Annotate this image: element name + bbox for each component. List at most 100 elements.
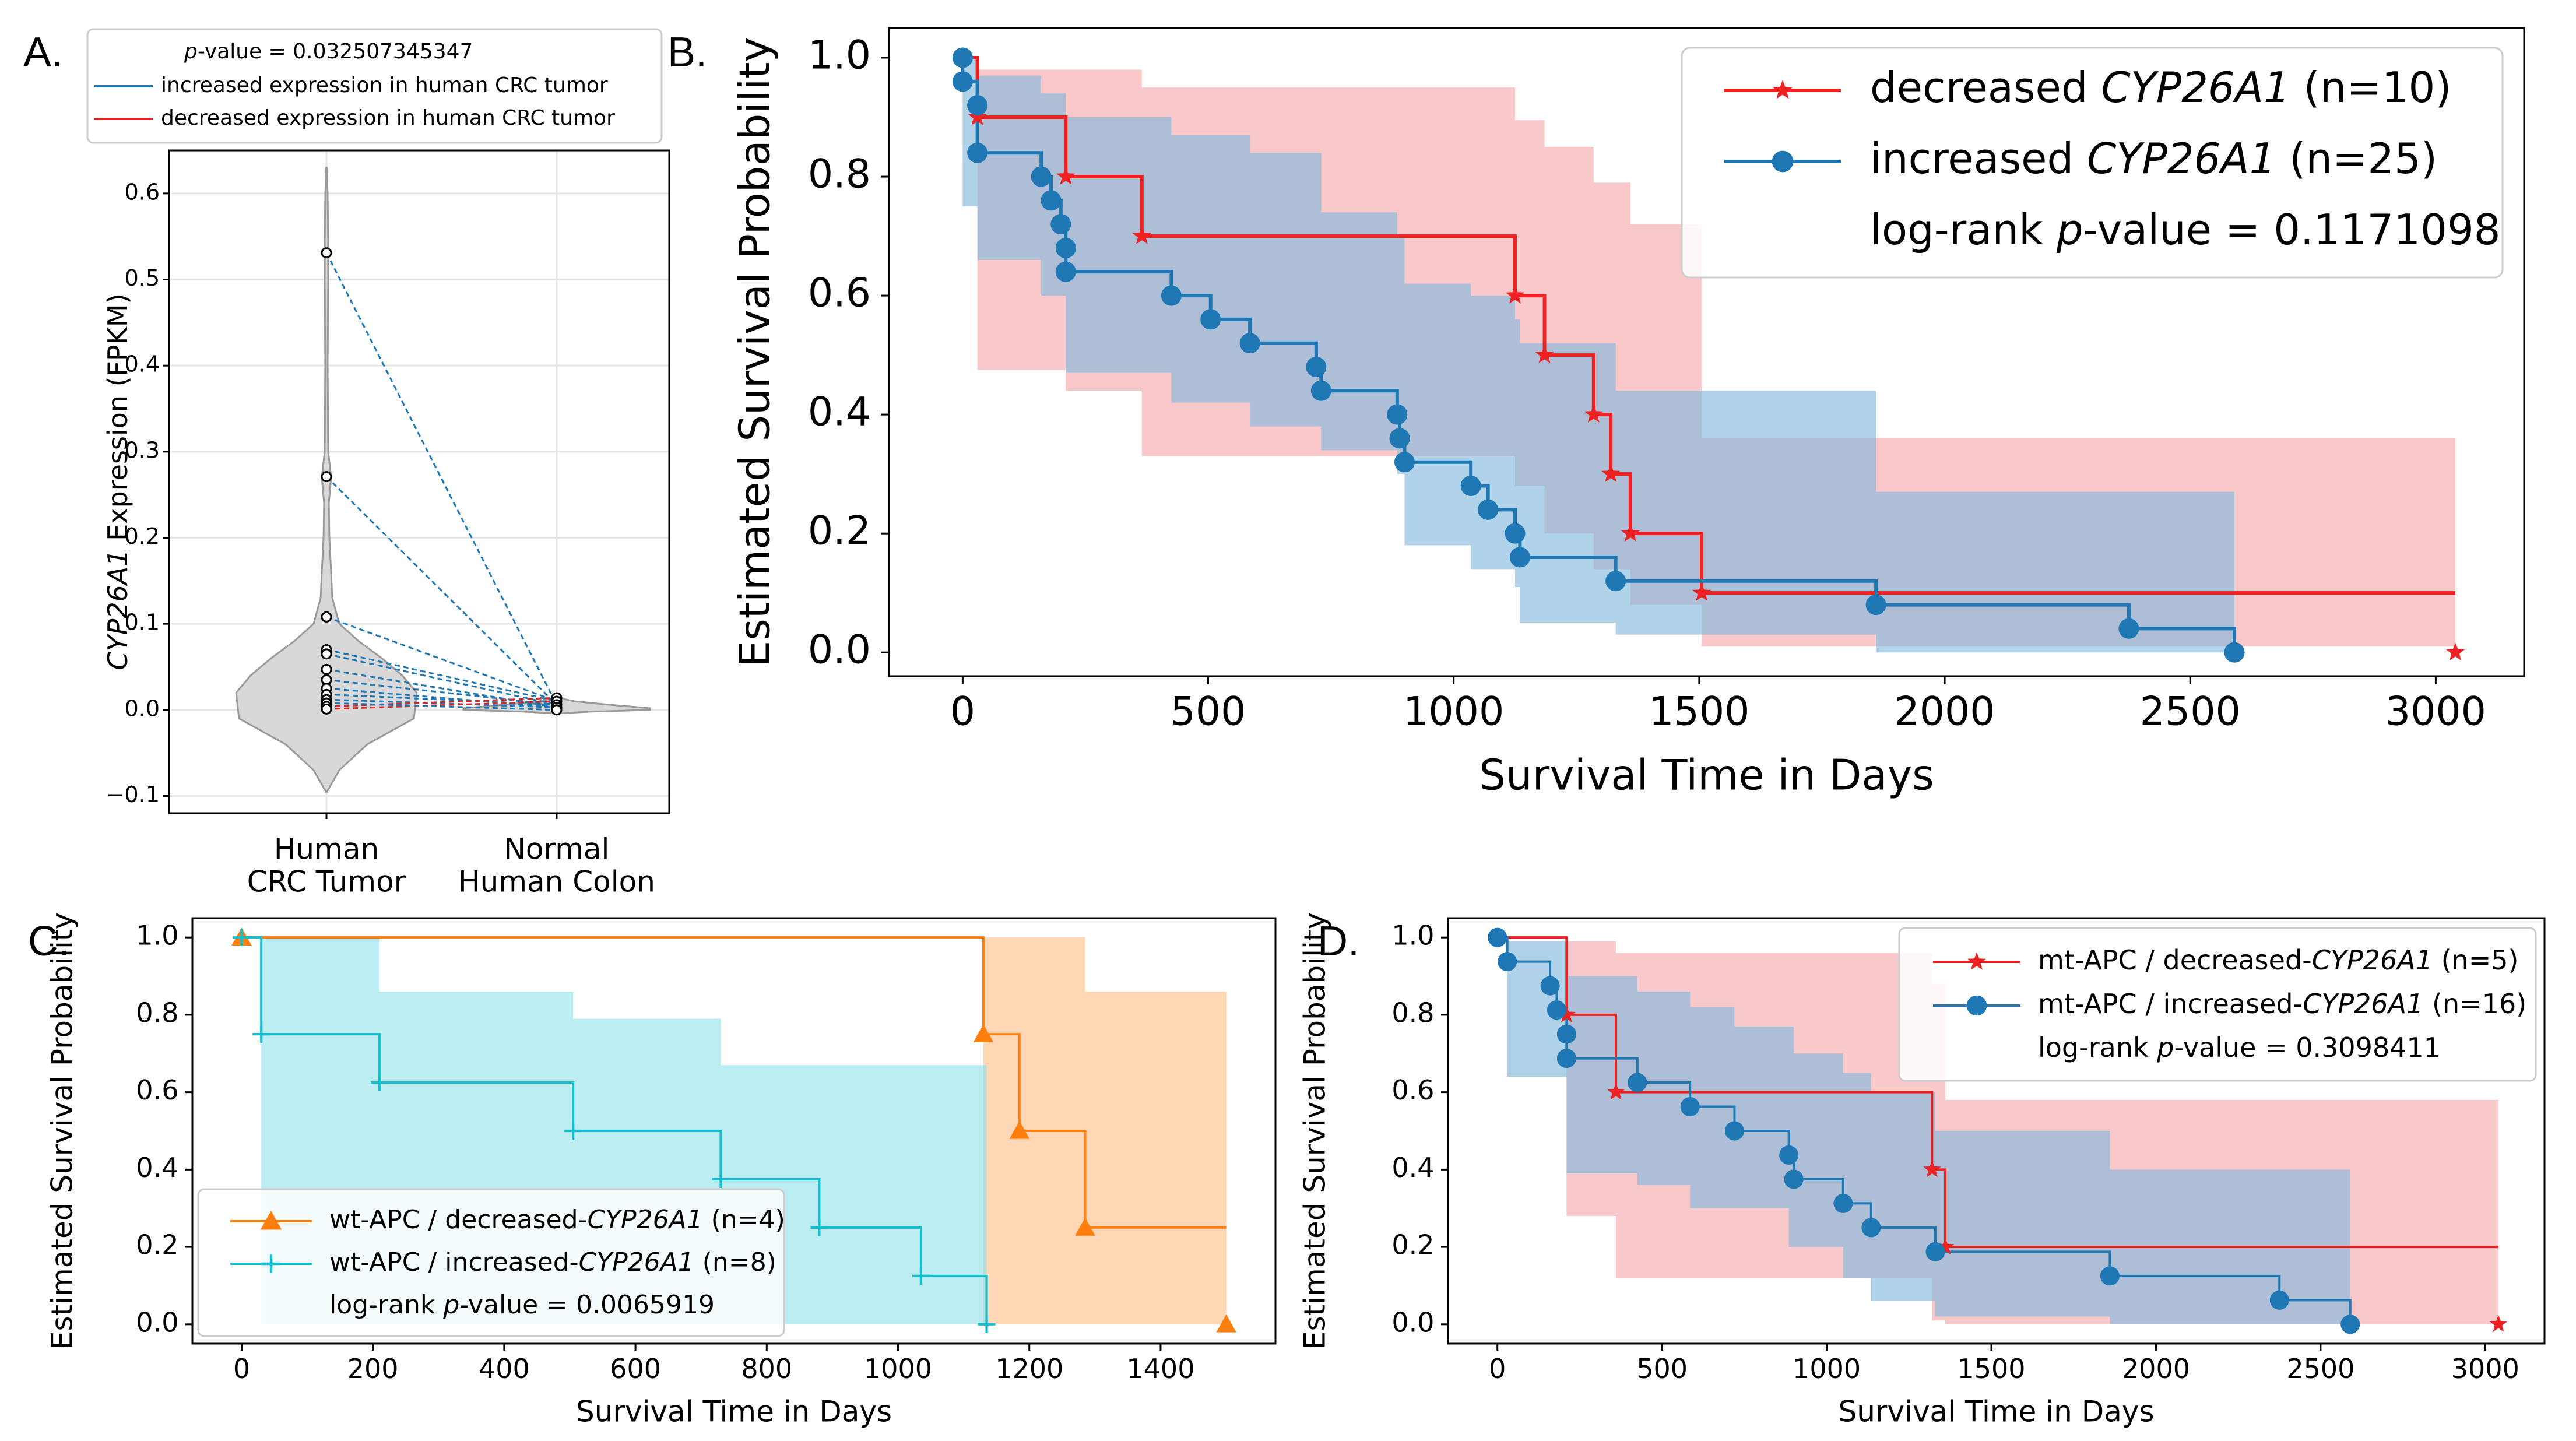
- survival-marker: [1041, 190, 1062, 211]
- x-tick-label: 3000: [2451, 1353, 2519, 1384]
- survival-marker: [1923, 1160, 1941, 1178]
- legend-logrank-part: -value = 0.1171098: [2083, 205, 2500, 254]
- legend-marker: [1772, 150, 1794, 173]
- x-tick-label: Human Colon: [458, 865, 655, 899]
- normal-point: [551, 704, 563, 716]
- x-tick-label: 1400: [1126, 1353, 1194, 1384]
- y-tick-label: 0.8: [136, 997, 178, 1028]
- legend-label-0-part: (n=4): [703, 1205, 785, 1235]
- paired-line: [326, 679, 557, 706]
- y-tick-label: 0.4: [808, 389, 871, 435]
- survival-marker: [1865, 595, 1886, 616]
- survival-marker: [1558, 1005, 1576, 1022]
- panel-letter-D: D.: [1317, 918, 1359, 965]
- x-tick-label: 0: [1489, 1353, 1506, 1384]
- survival-marker: [2118, 618, 2139, 639]
- legend-box: [1681, 47, 2504, 279]
- km-panel-B: 0 500 1000 1500 2000 2500 3000 0.0 0.2 0.4 0.6 0.8 1…: [730, 27, 2525, 800]
- survival-marker: [978, 1315, 996, 1333]
- survival-marker: [370, 1074, 388, 1092]
- legend-label-1-part: CYP26A1: [579, 1247, 694, 1277]
- legend-logrank: log-rank p-value = 0.1171098: [1870, 205, 2501, 254]
- panel-letter-C: C.: [28, 918, 70, 965]
- paired-line: [326, 702, 557, 711]
- survival-line-1: [241, 936, 988, 1324]
- y-tick-label: 0.2: [808, 508, 871, 554]
- y-axis-label: CYP26A1 Expression (FPKM): [102, 293, 133, 670]
- legend-logrank-part: -value = 0.3098411: [2174, 1032, 2441, 1063]
- survival-marker: [1031, 166, 1052, 187]
- y-tick-label: 1.0: [136, 920, 178, 951]
- legend-label-0-part: CYP26A1: [2101, 63, 2290, 112]
- survival-marker: [1621, 523, 1640, 542]
- survival-marker: [564, 1122, 582, 1140]
- survival-marker: [968, 107, 987, 125]
- legend-box: [86, 28, 663, 144]
- plot-area: [1488, 927, 2508, 1334]
- y-tick-label: 0.0: [808, 627, 871, 673]
- legend-label-1-part: increased: [1870, 134, 2087, 183]
- survival-marker: [1394, 452, 1415, 473]
- survival-marker: [1505, 286, 1525, 304]
- ci-band-1: [1497, 937, 2350, 1324]
- legend-marker: [1773, 80, 1793, 99]
- legend-label-0: increased expression in human CRC tumor: [161, 73, 608, 97]
- y-tick-label: 0.2: [1391, 1229, 1434, 1261]
- legend-label-0-part: (n=10): [2290, 63, 2452, 112]
- y-axis-label: Estimated Survival Probability: [45, 912, 79, 1349]
- legend-marker: [1967, 952, 1986, 970]
- x-tick-label: 500: [1171, 689, 1246, 735]
- legend-label-1: wt-APC / increased-CYP26A1 (n=8): [329, 1247, 776, 1277]
- y-tick-label: 1.0: [1391, 920, 1434, 951]
- survival-marker: [1724, 1121, 1744, 1141]
- y-tick-label: 0.6: [125, 179, 160, 205]
- survival-marker: [1535, 345, 1554, 363]
- x-tick-label: 400: [479, 1353, 530, 1384]
- y-tick-label: 0.2: [125, 523, 160, 549]
- legend-logrank-part: log-rank: [2038, 1032, 2157, 1063]
- legend-label-0-part: wt-APC / decreased-: [329, 1205, 587, 1235]
- x-tick-label: 3000: [2385, 689, 2486, 735]
- survival-marker: [1680, 1097, 1700, 1117]
- survival-marker: [1306, 357, 1327, 378]
- survival-marker: [712, 1170, 730, 1188]
- y-tick-label: 0.4: [125, 352, 160, 377]
- survival-marker: [1779, 1145, 1799, 1165]
- y-tick-label: 0.6: [136, 1074, 178, 1106]
- legend-label-1-part: (n=25): [2276, 134, 2437, 183]
- x-tick-label: 0: [950, 689, 975, 735]
- y-tick-label: 1.0: [808, 33, 871, 79]
- y-axis-label: Estimated Survival Probability: [1298, 912, 1332, 1349]
- survival-marker: [1055, 261, 1076, 282]
- x-tick-label: CRC Tumor: [247, 865, 406, 899]
- y-axis-label: Estimated Survival Probability: [730, 37, 779, 667]
- legend-label-1-part: mt-APC / increased-: [2038, 988, 2303, 1020]
- survival-marker: [2340, 1315, 2360, 1334]
- survival-marker: [967, 142, 988, 163]
- y-tick-label: 0.8: [1391, 997, 1434, 1028]
- y-tick-label: 0.0: [125, 695, 160, 721]
- x-tick-label: 2000: [2122, 1353, 2190, 1384]
- survival-marker: [1387, 404, 1408, 425]
- legend-logrank-part: -value = 0.0065919: [459, 1290, 715, 1320]
- x-tick-label: Human: [274, 832, 379, 866]
- legend-pvalue-part: -value = 0.032507345347: [198, 40, 473, 64]
- survival-marker: [252, 1025, 270, 1043]
- x-axis-label: Survival Time in Days: [1839, 1395, 2155, 1429]
- survival-marker: [1389, 428, 1410, 449]
- survival-marker: [1055, 237, 1076, 258]
- x-tick-label: 2500: [2140, 689, 2241, 735]
- y-tick-label: −0.1: [106, 782, 160, 807]
- legend-label-1-part: (n=16): [2423, 988, 2526, 1020]
- survival-marker: [1200, 309, 1221, 330]
- x-tick-label: 1500: [1649, 689, 1749, 735]
- legend-pvalue: p-value = 0.032507345347: [184, 40, 473, 64]
- legend-label-0: wt-APC / decreased-CYP26A1 (n=4): [329, 1205, 785, 1235]
- survival-marker: [1505, 523, 1526, 544]
- survival-marker: [233, 929, 251, 947]
- survival-line-0: [241, 936, 1227, 1229]
- legend-label-1: decreased expression in human CRC tumor: [161, 106, 615, 130]
- survival-line-1: [961, 58, 2237, 653]
- survival-marker: [1925, 1242, 1945, 1261]
